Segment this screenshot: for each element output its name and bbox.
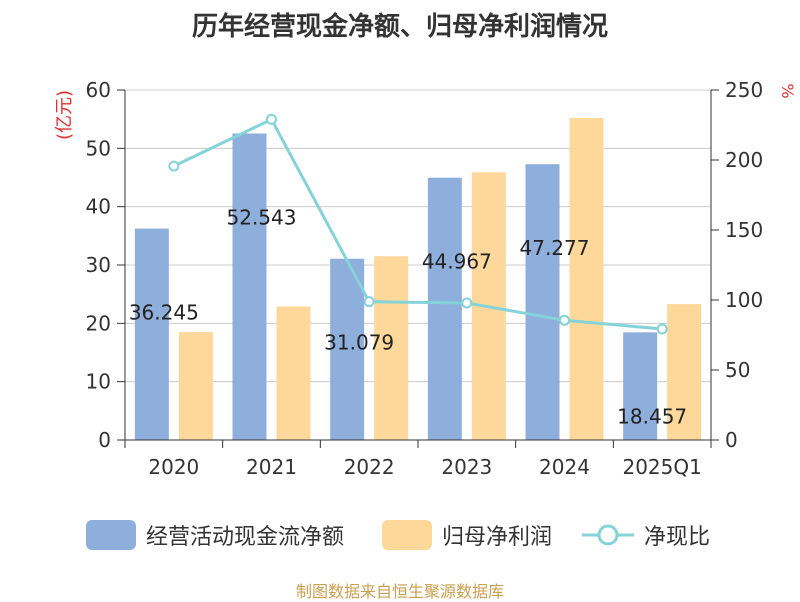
y-tick-label-0: 0 [98, 428, 111, 452]
legend-swatch-profit [382, 520, 432, 550]
source-note: 制图数据来自恒生聚源数据库 [295, 582, 504, 601]
y-tick-label-5: 50 [86, 136, 111, 160]
bar-cashflow-1 [232, 133, 267, 441]
x-tick-label-4: 2024 [539, 455, 590, 479]
bar-cashflow-5 [623, 332, 658, 440]
x-tick-label-3: 2023 [441, 455, 492, 479]
bar-profit-4 [569, 118, 604, 440]
ratio-line [168, 113, 668, 335]
y2-tick-label-4: 200 [725, 148, 763, 172]
y2-tick-label-3: 150 [725, 218, 763, 242]
bar-profit-2 [374, 256, 409, 440]
ratio-point-0 [168, 160, 180, 172]
legend-label-profit: 归母净利润 [442, 525, 553, 550]
bar-cashflow-2 [330, 258, 365, 440]
ratio-point-5 [656, 323, 668, 335]
bar-label-cashflow-1: 52.543 [227, 205, 297, 229]
y-tick-label-3: 30 [86, 253, 111, 277]
x-tick-label-5: 2025Q1 [622, 455, 701, 479]
bar-label-cashflow-3: 44.967 [422, 250, 492, 274]
bar-cashflow-0 [134, 228, 169, 440]
bar-profit-1 [276, 306, 311, 440]
y2-axis-label: % [778, 83, 797, 98]
bar-label-cashflow-4: 47.277 [520, 236, 590, 260]
ratio-point-2 [363, 296, 375, 308]
y-tick-label-1: 10 [86, 370, 111, 394]
grid-lines [125, 89, 711, 383]
legend-label-cashflow: 经营活动现金流净额 [146, 525, 345, 550]
y-tick-label-6: 60 [86, 78, 111, 102]
x-tick-label-1: 2021 [246, 455, 297, 479]
ratio-point-3 [461, 297, 473, 309]
y-tick-label-4: 40 [86, 195, 111, 219]
bar-cashflow-4 [525, 164, 560, 440]
bars [134, 118, 702, 441]
legend-item-profit[interactable]: 归母净利润 [382, 518, 552, 552]
x-tick-label-0: 2020 [148, 455, 199, 479]
bar-profit-0 [178, 332, 213, 440]
bar-label-cashflow-2: 31.079 [324, 331, 394, 355]
bar-labels: 36.245 52.543 31.079 44.967 47.277 18.457 [129, 205, 687, 428]
y-tick-label-2: 20 [86, 311, 111, 335]
y-axis-label: (亿元) [54, 90, 75, 140]
y2-tick-label-5: 250 [725, 78, 763, 102]
ratio-point-4 [559, 314, 570, 326]
legend-item-cashflow[interactable]: 经营活动现金流净额 [86, 518, 344, 552]
bar-label-cashflow-0: 36.245 [129, 301, 199, 325]
y2-tick-label-1: 50 [725, 358, 750, 382]
axes: 0 10 20 30 40 50 60 0 50 100 150 200 250 2020 2021 2022… [86, 78, 764, 479]
legend-item-ratio[interactable]: 净现比 [582, 518, 710, 552]
legend-label-ratio: 净现比 [644, 525, 711, 550]
x-tick-label-2: 2022 [344, 455, 395, 479]
legend-swatch-cashflow [86, 520, 136, 550]
y2-tick-label-0: 0 [725, 428, 738, 452]
chart-title: 历年经营现金净额、归母净利润情况 [191, 12, 608, 42]
legend-line-icon [582, 524, 634, 546]
bar-cashflow-3 [427, 177, 462, 440]
ratio-line-path [173, 117, 663, 331]
bar-label-cashflow-5: 18.457 [617, 404, 687, 428]
ratio-point-1 [266, 113, 277, 125]
bar-profit-5 [667, 304, 702, 440]
y2-tick-label-2: 100 [725, 288, 763, 312]
